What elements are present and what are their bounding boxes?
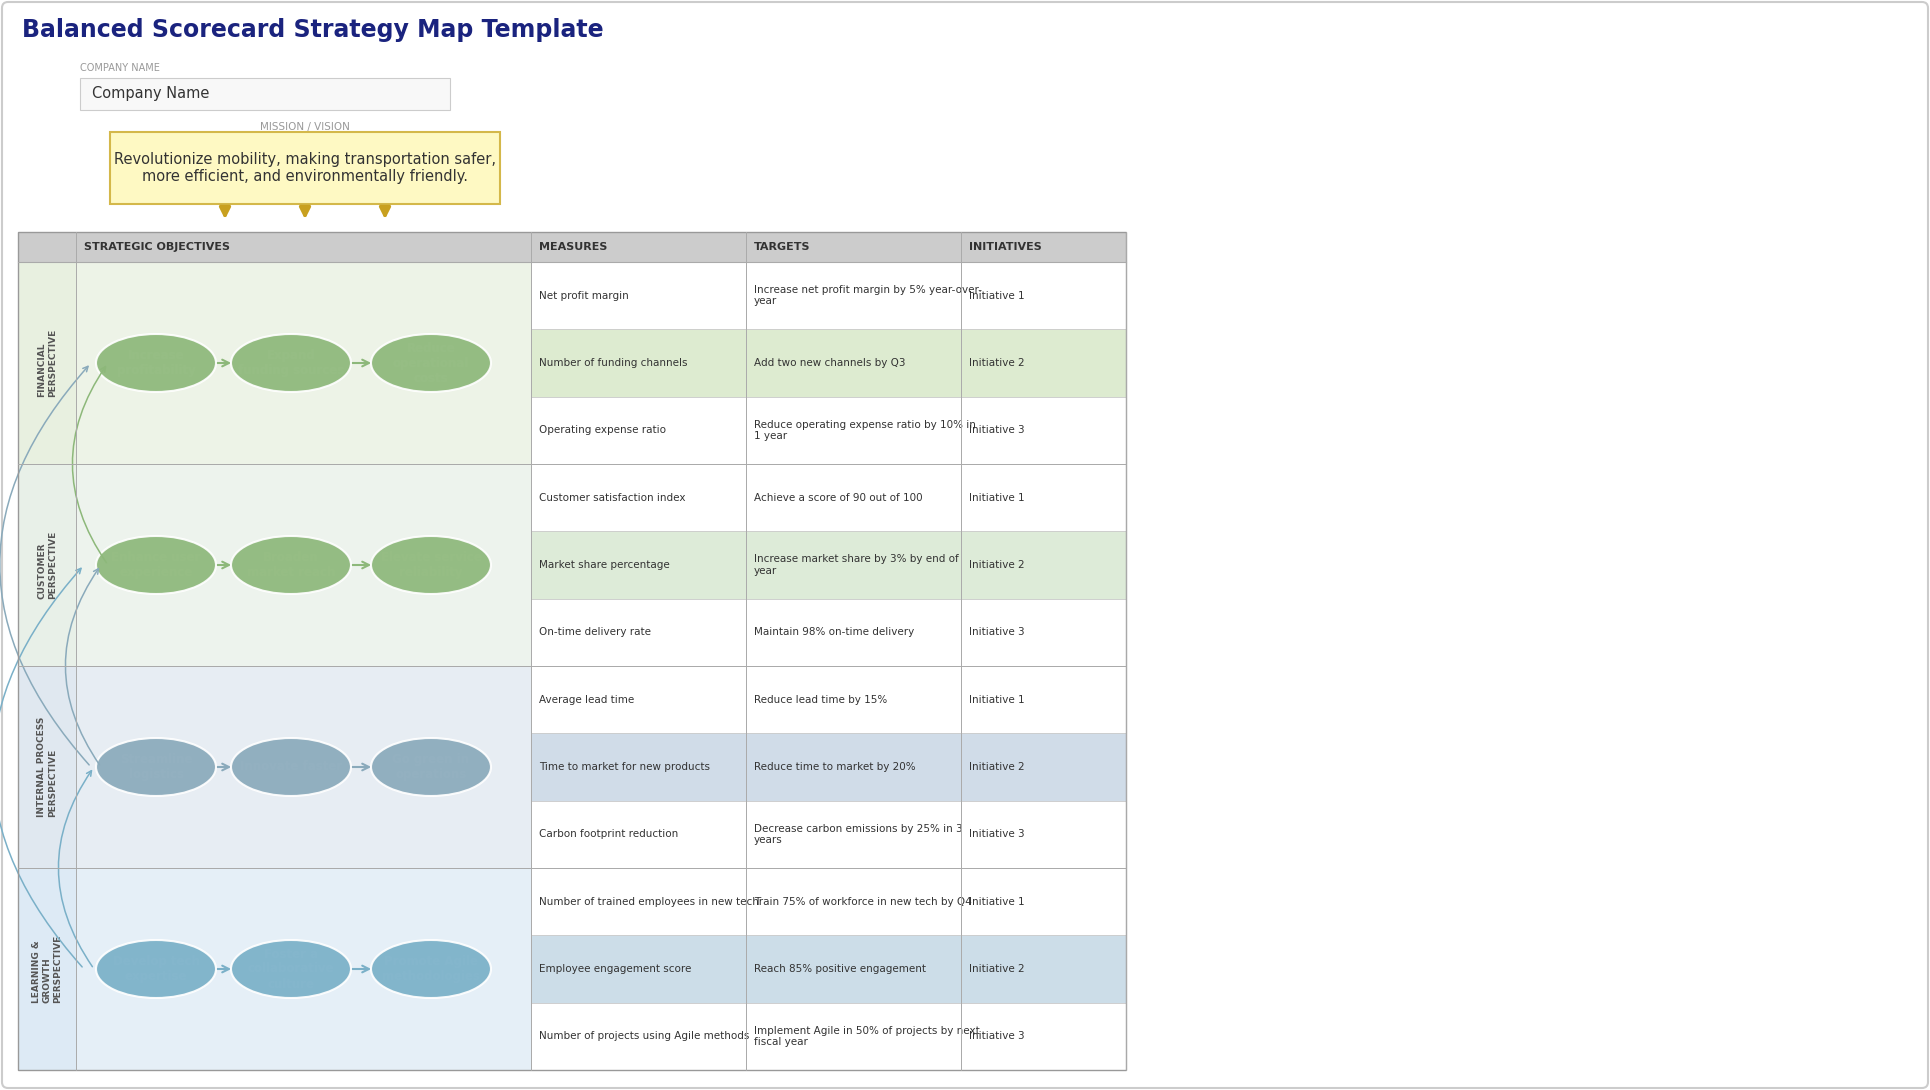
Bar xyxy=(75,262,531,464)
Text: Achieve a score of 90 out of 100: Achieve a score of 90 out of 100 xyxy=(755,493,923,502)
Bar xyxy=(531,666,747,734)
Text: CUSTOMER
PERSPECTIVE: CUSTOMER PERSPECTIVE xyxy=(37,531,56,600)
Bar xyxy=(531,329,747,397)
Bar xyxy=(17,232,1125,1070)
Ellipse shape xyxy=(371,738,490,796)
Ellipse shape xyxy=(371,536,490,594)
Text: MISSION / VISION: MISSION / VISION xyxy=(261,122,349,132)
Text: Initiative 3: Initiative 3 xyxy=(969,425,1025,435)
Text: Number of projects using Agile methods: Number of projects using Agile methods xyxy=(538,1031,749,1041)
Bar xyxy=(79,78,450,110)
Bar xyxy=(747,598,961,666)
Text: Initiative 2: Initiative 2 xyxy=(969,964,1025,974)
Text: Initiative 1: Initiative 1 xyxy=(969,291,1025,301)
Text: COMPANY NAME: COMPANY NAME xyxy=(79,63,160,73)
Bar xyxy=(531,531,747,598)
Bar xyxy=(75,666,531,868)
Text: Initiative 1: Initiative 1 xyxy=(969,493,1025,502)
Ellipse shape xyxy=(96,738,216,796)
Ellipse shape xyxy=(96,536,216,594)
Text: INTERNAL PROCESS
PERSPECTIVE: INTERNAL PROCESS PERSPECTIVE xyxy=(37,717,56,818)
Bar xyxy=(747,935,961,1003)
Bar xyxy=(17,666,1125,868)
Bar xyxy=(747,329,961,397)
Text: Reach 85% positive engagement: Reach 85% positive engagement xyxy=(755,964,926,974)
Text: Initiative 2: Initiative 2 xyxy=(969,560,1025,570)
Bar xyxy=(17,262,1125,464)
Text: Operating expense ratio: Operating expense ratio xyxy=(538,425,666,435)
Bar xyxy=(17,868,1125,1070)
Bar xyxy=(531,868,747,935)
Text: Go green in
operations: Go green in operations xyxy=(392,753,469,782)
Text: INITIATIVES: INITIATIVES xyxy=(969,242,1042,252)
Text: Expand
funding sources: Expand funding sources xyxy=(237,349,344,377)
Bar xyxy=(747,531,961,598)
Bar xyxy=(531,1003,747,1070)
Bar xyxy=(75,464,531,666)
Text: Broaden
market reach: Broaden market reach xyxy=(247,552,336,579)
Text: Number of trained employees in new tech: Number of trained employees in new tech xyxy=(538,897,758,907)
Text: Promote Agile
methodologies: Promote Agile methodologies xyxy=(382,955,481,983)
Bar xyxy=(961,262,1125,329)
Text: Balanced Scorecard Strategy Map Template: Balanced Scorecard Strategy Map Template xyxy=(21,19,604,43)
Text: Company Name: Company Name xyxy=(93,86,208,101)
Ellipse shape xyxy=(232,334,351,392)
Text: Market share percentage: Market share percentage xyxy=(538,560,670,570)
Bar xyxy=(747,666,961,734)
Text: On-time delivery rate: On-time delivery rate xyxy=(538,628,650,638)
Bar xyxy=(747,1003,961,1070)
Text: STRATEGIC OBJECTIVES: STRATEGIC OBJECTIVES xyxy=(85,242,230,252)
Text: Increase
profitability: Increase profitability xyxy=(116,349,195,377)
Bar xyxy=(747,801,961,868)
Text: Maintain 98% on-time delivery: Maintain 98% on-time delivery xyxy=(755,628,915,638)
Bar xyxy=(531,262,747,329)
Bar xyxy=(531,734,747,801)
Text: Time to market for new products: Time to market for new products xyxy=(538,762,710,772)
Text: MEASURES: MEASURES xyxy=(538,242,608,252)
Bar xyxy=(531,935,747,1003)
Text: Reduce lead time by 15%: Reduce lead time by 15% xyxy=(755,694,888,704)
Text: Decrease carbon emissions by 25% in 3
years: Decrease carbon emissions by 25% in 3 ye… xyxy=(755,824,963,845)
Bar xyxy=(961,801,1125,868)
Ellipse shape xyxy=(371,334,490,392)
Text: Foster a
collaborative
culture: Foster a collaborative culture xyxy=(247,947,334,991)
Bar xyxy=(531,598,747,666)
Bar xyxy=(747,397,961,464)
Text: Reduce operating expense ratio by 10% in
1 year: Reduce operating expense ratio by 10% in… xyxy=(755,420,977,441)
Bar xyxy=(531,464,747,531)
Bar xyxy=(110,132,500,204)
Bar xyxy=(17,464,1125,666)
Ellipse shape xyxy=(96,334,216,392)
Bar xyxy=(961,935,1125,1003)
Bar xyxy=(961,464,1125,531)
Ellipse shape xyxy=(232,536,351,594)
Text: Streamline
logistics: Streamline logistics xyxy=(120,753,193,782)
Text: Initiative 3: Initiative 3 xyxy=(969,829,1025,839)
Text: Train 75% of workforce in new tech by Q4: Train 75% of workforce in new tech by Q4 xyxy=(755,897,971,907)
Text: Increase market share by 3% by end of
year: Increase market share by 3% by end of ye… xyxy=(755,554,959,576)
Text: Implement Agile in 50% of projects by next
fiscal year: Implement Agile in 50% of projects by ne… xyxy=(755,1026,980,1047)
Bar xyxy=(747,464,961,531)
Text: Reduce time to market by 20%: Reduce time to market by 20% xyxy=(755,762,915,772)
Text: Reduce
operational
costs: Reduce operational costs xyxy=(394,341,469,385)
Text: Initiative 2: Initiative 2 xyxy=(969,358,1025,368)
Bar xyxy=(747,262,961,329)
Text: Initiative 1: Initiative 1 xyxy=(969,694,1025,704)
Text: Develop tech
expertise: Develop tech expertise xyxy=(112,955,199,983)
Bar xyxy=(961,666,1125,734)
Text: Add two new channels by Q3: Add two new channels by Q3 xyxy=(755,358,905,368)
Text: Initiative 3: Initiative 3 xyxy=(969,628,1025,638)
Ellipse shape xyxy=(371,940,490,998)
Bar xyxy=(747,868,961,935)
Text: Initiative 1: Initiative 1 xyxy=(969,897,1025,907)
Bar xyxy=(961,598,1125,666)
Text: Initiative 3: Initiative 3 xyxy=(969,1031,1025,1041)
Bar xyxy=(961,329,1125,397)
Text: Net profit margin: Net profit margin xyxy=(538,291,629,301)
Text: Customer satisfaction index: Customer satisfaction index xyxy=(538,493,685,502)
Ellipse shape xyxy=(232,940,351,998)
Text: TARGETS: TARGETS xyxy=(755,242,811,252)
Bar xyxy=(961,1003,1125,1070)
Bar xyxy=(747,734,961,801)
